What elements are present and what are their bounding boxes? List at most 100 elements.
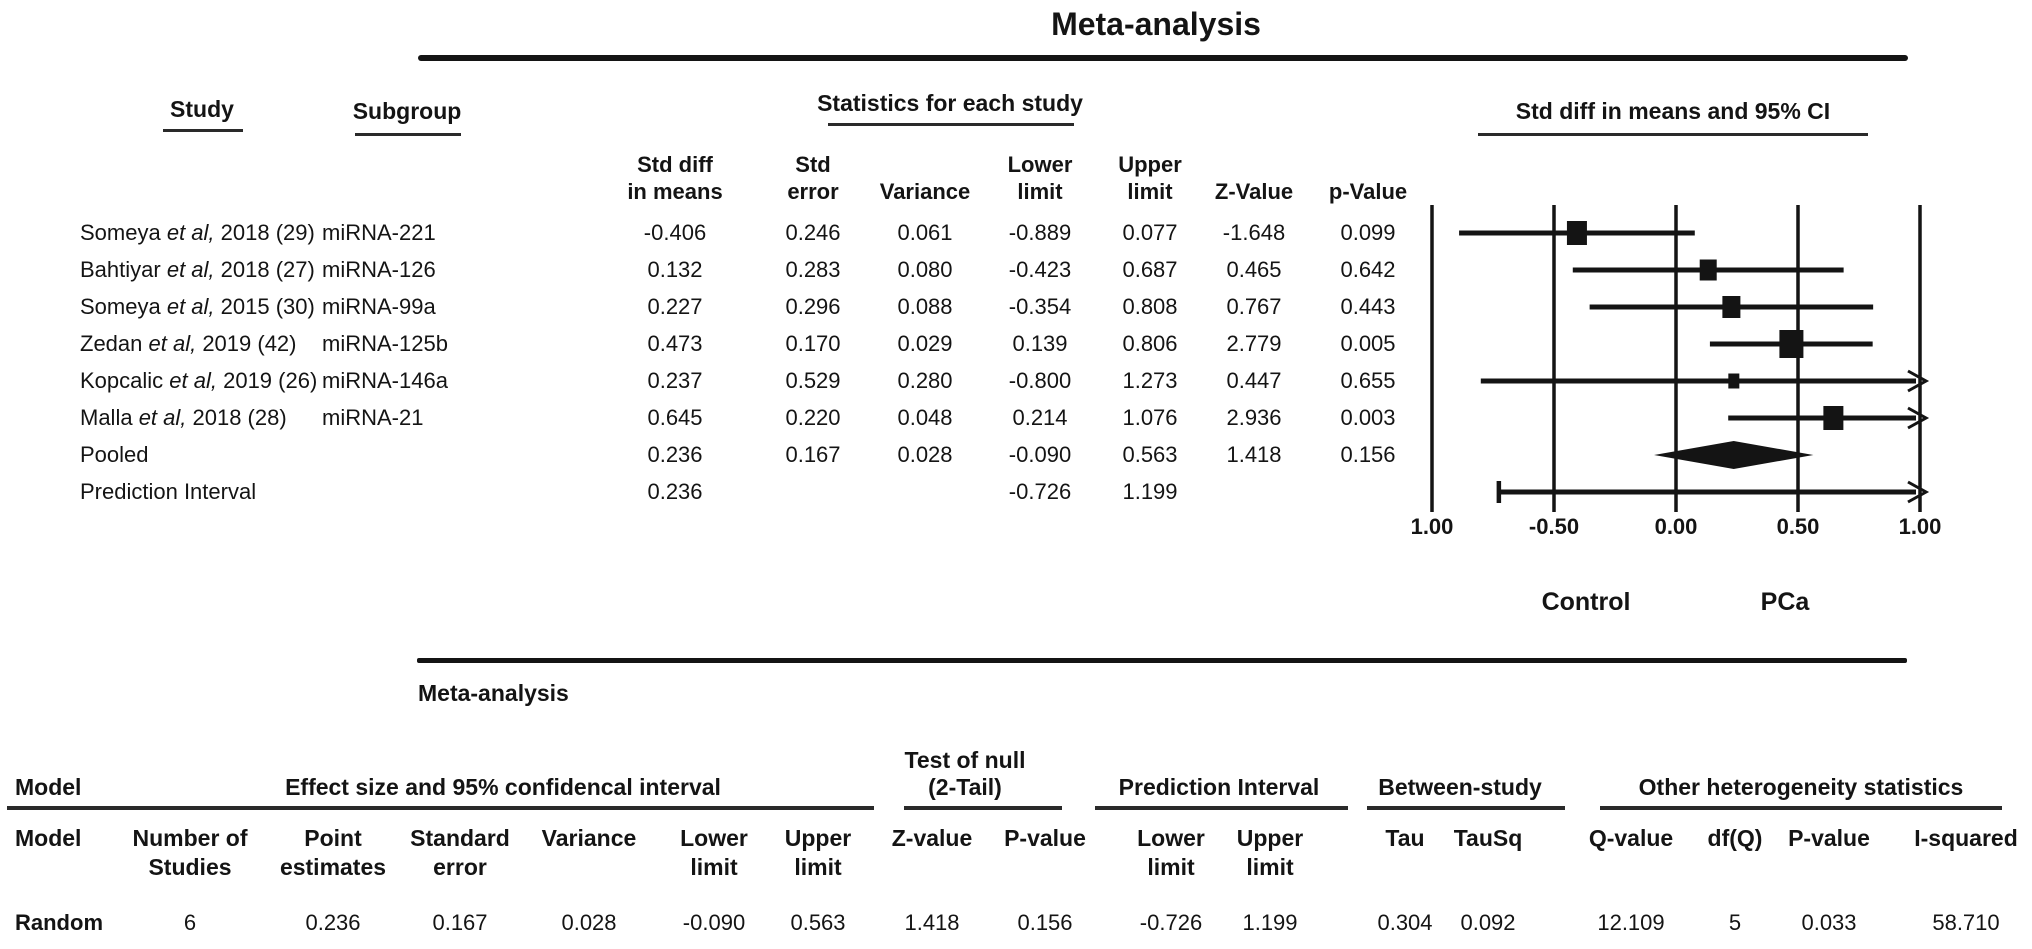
- bottom-value: -0.090: [682, 910, 746, 935]
- stat-value-p: 0.099: [1340, 220, 1396, 245]
- bottom-value: 0.156: [1017, 910, 1073, 935]
- between-study-underline: [1367, 806, 1565, 810]
- stat-value-p: 0.003: [1340, 405, 1396, 430]
- stat-value-std_error: 0.296: [785, 294, 841, 319]
- bottom-group-header: Test of null (2-Tail): [904, 746, 1026, 801]
- stat-value-lower: 0.214: [1012, 405, 1068, 430]
- table-row: Malla et al, 2018 (28) miRNA-21 0.645 0.220…: [0, 401, 1430, 435]
- study-header-underline: [163, 129, 243, 132]
- bottom-group-header: Other heterogeneity statistics: [1638, 774, 1964, 801]
- bottom-group-header: Effect size and 95% confidencal interval: [285, 774, 721, 801]
- bottom-value: 0.167: [432, 910, 488, 935]
- bottom-value: 12.109: [1597, 910, 1665, 935]
- estimate-square: [1566, 221, 1587, 245]
- bottom-value: 5: [1728, 910, 1742, 935]
- estimate-square: [1728, 373, 1740, 389]
- bottom-value: 0.236: [305, 910, 361, 935]
- test-of-null-underline: [904, 806, 1062, 810]
- stat-value-z: 2.779: [1226, 331, 1282, 356]
- bottom-sub-header: Upper limit: [784, 825, 852, 880]
- stat-value-variance: 0.028: [897, 442, 953, 467]
- effect-size-underline: [7, 806, 874, 810]
- stat-value-std_diff: 0.473: [647, 331, 703, 356]
- stat-value-upper: 1.076: [1122, 405, 1178, 430]
- bottom-value: 0.304: [1377, 910, 1433, 935]
- estimate-square: [1779, 330, 1804, 358]
- forest-plot: [1430, 205, 1930, 512]
- prediction-interval-arrow: [1907, 480, 1930, 504]
- bottom-sub-header: Number of Studies: [132, 825, 248, 880]
- bottom-sub-header: Q-value: [1588, 825, 1674, 851]
- stat-value-std_diff: 0.236: [647, 479, 703, 504]
- estimate-square: [1722, 296, 1741, 318]
- top-rule: [418, 55, 1908, 61]
- stat-value-upper: 0.077: [1122, 220, 1178, 245]
- stat-value-std_error: 0.246: [785, 220, 841, 245]
- subgroup-label: [322, 438, 482, 472]
- bottom-value: 1.199: [1242, 910, 1298, 935]
- subgroup-label: miRNA-21: [322, 405, 424, 430]
- stat-value-p: 0.642: [1340, 257, 1396, 282]
- stat-value-variance: 0.088: [897, 294, 953, 319]
- stat-value-std_diff: 0.132: [647, 257, 703, 282]
- stat-value-z: -1.648: [1222, 220, 1286, 245]
- stat-column-header: Std error: [787, 152, 839, 205]
- table-row: Pooled 0.236 0.167 0.028 -0.090 0.563 1.418 0.1…: [0, 438, 1430, 472]
- stat-value-variance: 0.029: [897, 331, 953, 356]
- stat-value-lower: 0.139: [1012, 331, 1068, 356]
- x-axis-tick-label: -0.50: [1528, 514, 1580, 539]
- bottom-sub-header: Upper limit: [1236, 825, 1304, 880]
- study-label: Kopcalic et al, 2019 (26): [80, 368, 318, 393]
- stat-value-p: 0.443: [1340, 294, 1396, 319]
- stat-value-std_error: 0.167: [785, 442, 841, 467]
- table-row: Bahtiyar et al, 2018 (27) miRNA-126 0.132 0…: [0, 253, 1430, 287]
- study-label: Pooled: [80, 442, 149, 467]
- subgroup-column-header: Subgroup: [352, 98, 462, 124]
- stat-value-std_error: 0.283: [785, 257, 841, 282]
- study-column-header: Study: [170, 96, 234, 122]
- bottom-sub-header: Model: [15, 825, 82, 851]
- bottom-sub-header: TauSq: [1453, 825, 1523, 851]
- bottom-value: 1.418: [904, 910, 960, 935]
- stat-value-upper: 0.687: [1122, 257, 1178, 282]
- stat-value-std_diff: -0.406: [643, 220, 707, 245]
- bottom-value: 0.028: [561, 910, 617, 935]
- stat-value-upper: 1.199: [1122, 479, 1178, 504]
- stat-column-header: p-Value: [1328, 179, 1408, 205]
- pca-group-label: PCa: [1760, 588, 1810, 616]
- bottom-value: Random: [15, 910, 103, 935]
- subgroup-label: [322, 475, 482, 509]
- stat-column-header: Lower limit: [1007, 152, 1073, 205]
- estimate-square: [1823, 406, 1844, 430]
- subgroup-label: miRNA-125b: [322, 331, 448, 356]
- stat-value-lower: -0.090: [1008, 442, 1072, 467]
- stat-value-p: 0.005: [1340, 331, 1396, 356]
- subgroup-label: miRNA-126: [322, 257, 436, 282]
- pooled-diamond: [1654, 441, 1814, 469]
- stat-value-z: 0.447: [1226, 368, 1282, 393]
- stat-value-p: 0.655: [1340, 368, 1396, 393]
- x-axis-tick-label: 0.50: [1776, 514, 1820, 539]
- bottom-sub-header: df(Q): [1707, 825, 1763, 851]
- bottom-value: 0.092: [1460, 910, 1516, 935]
- stat-value-std_diff: 0.236: [647, 442, 703, 467]
- forest-header-underline: [1478, 133, 1868, 136]
- prediction-interval-underline: [1095, 806, 1348, 810]
- bottom-sub-header: Standard error: [410, 825, 510, 880]
- study-label: Bahtiyar et al, 2018 (27): [80, 257, 315, 282]
- x-axis-tick-label: 1.00: [1410, 514, 1454, 539]
- stat-value-lower: -0.889: [1008, 220, 1072, 245]
- stat-value-std_diff: 0.227: [647, 294, 703, 319]
- bottom-group-header: Model: [15, 774, 82, 801]
- bottom-section-rule: [417, 658, 1907, 663]
- stat-value-lower: -0.800: [1008, 368, 1072, 393]
- stat-value-std_diff: 0.645: [647, 405, 703, 430]
- ci-arrow-right: [1907, 369, 1930, 393]
- bottom-table-title: Meta-analysis: [418, 680, 569, 706]
- stat-value-std_error: 0.529: [785, 368, 841, 393]
- stat-value-upper: 0.806: [1122, 331, 1178, 356]
- subgroup-header-underline: [355, 133, 461, 136]
- stat-value-z: 1.418: [1226, 442, 1282, 467]
- stat-value-lower: -0.354: [1008, 294, 1072, 319]
